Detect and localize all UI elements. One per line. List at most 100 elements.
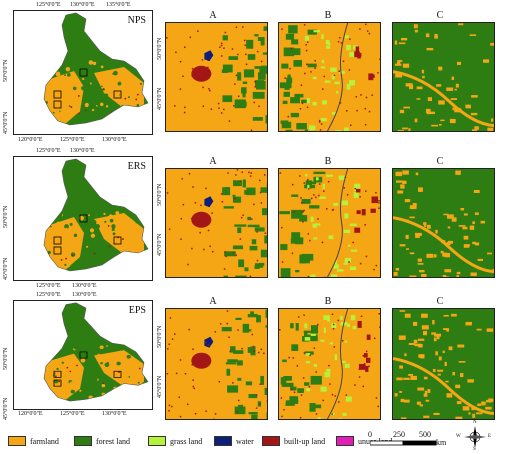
farmland-patch (409, 252, 415, 255)
lon-label: 130°0'0"E (72, 292, 97, 298)
land-use-raster-a (166, 23, 267, 131)
grass-patch (321, 59, 325, 64)
province-border (43, 302, 149, 402)
land-patch (91, 219, 97, 225)
settlement-dot (368, 365, 370, 368)
farmland-patch (488, 398, 494, 402)
settlement-dot (236, 411, 239, 413)
land-patch (136, 363, 139, 365)
farmland-patch (477, 403, 482, 406)
settlement-dot (234, 83, 236, 85)
settlement-dot (348, 69, 351, 71)
forest-patch (221, 69, 228, 74)
farmland-patch (418, 187, 423, 192)
farmland-patch (443, 328, 450, 331)
farmland-patch (433, 254, 437, 258)
settlement-dot (207, 344, 210, 346)
forest-patch (281, 63, 289, 69)
land-patch (102, 350, 106, 353)
built-up-dot (66, 366, 69, 369)
forest-patch (288, 25, 298, 34)
farmland-patch (415, 172, 419, 176)
land-patch (64, 263, 67, 266)
panel-lat-label: 45°0'0"N (157, 87, 163, 110)
settlement-dot (293, 391, 296, 394)
scale-tick: 500 (419, 430, 431, 439)
forest-patch (291, 344, 299, 352)
settlement-dot (205, 187, 207, 190)
settlement-dot (377, 72, 379, 74)
settlement-dot (208, 88, 210, 90)
settlement-dot (233, 197, 236, 200)
settlement-dot (168, 343, 170, 346)
settlement-dot (250, 172, 252, 174)
forest-patch (247, 313, 258, 318)
forest-patch (313, 171, 326, 175)
land-patch (44, 259, 48, 263)
settlement-dot (251, 218, 253, 220)
settlement-dot (264, 232, 267, 235)
settlement-dot (223, 47, 225, 49)
forest-patch (308, 181, 317, 185)
settlement-dot (228, 336, 230, 339)
farmland-patch (463, 244, 470, 248)
settlement-dot (241, 347, 243, 350)
grass-patch (313, 237, 318, 240)
settlement-dot (306, 106, 309, 109)
settlement-dot (354, 187, 356, 190)
farmland-patch (434, 33, 438, 36)
land-patch (67, 362, 72, 367)
settlement-dot (321, 88, 324, 90)
farmland-patch (402, 170, 409, 175)
settlement-dot (365, 23, 367, 26)
land-patch (125, 261, 131, 266)
land-patch (69, 207, 74, 211)
settlement-dot (315, 196, 317, 199)
built-up-dot (102, 88, 105, 91)
forest-patch (246, 187, 256, 196)
land-patch (89, 350, 92, 354)
land-patch (82, 77, 85, 81)
land-patch (51, 365, 55, 368)
land-patch (113, 70, 118, 76)
land-patch (90, 253, 95, 258)
panel-label-c: C (436, 10, 444, 21)
land-patch (64, 224, 69, 229)
grass-patch (343, 262, 348, 265)
farmland-patch (463, 235, 469, 240)
forest-patch (304, 382, 310, 386)
forest-patch (309, 205, 320, 209)
built-up-patch (371, 196, 379, 204)
grass-patch (349, 52, 356, 57)
built-up-dot (70, 106, 73, 108)
grass-patch (340, 315, 343, 320)
grass-patch (331, 274, 338, 277)
land-patch (90, 233, 96, 238)
land-patch (105, 105, 109, 108)
farmland-patch (444, 269, 452, 273)
settlement-dot (352, 241, 354, 244)
land-use-raster-b (279, 169, 380, 277)
settlement-dot (175, 372, 178, 375)
farmland-patch (457, 344, 465, 348)
land-patch (85, 232, 90, 237)
farmland-patch (396, 61, 401, 64)
land-patch (46, 59, 50, 63)
lon-label: 135°0'0"E (106, 2, 131, 8)
forest-patch (227, 385, 239, 393)
forest-patch (265, 115, 267, 124)
settlement-dot (307, 188, 310, 190)
farmland-patch (455, 83, 459, 88)
farmland-patch (483, 59, 490, 63)
built-up-dot (54, 375, 57, 377)
settlement-dot (187, 263, 189, 266)
settlement-dot (257, 351, 260, 354)
legend-swatch (8, 436, 26, 446)
settlement-dot (235, 174, 237, 176)
settlement-dot (224, 31, 227, 34)
settlement-dot (360, 315, 363, 318)
land-patch (86, 245, 89, 248)
farmland-patch (409, 84, 414, 90)
settlement-dot (263, 352, 265, 355)
grass-patch (304, 323, 308, 329)
